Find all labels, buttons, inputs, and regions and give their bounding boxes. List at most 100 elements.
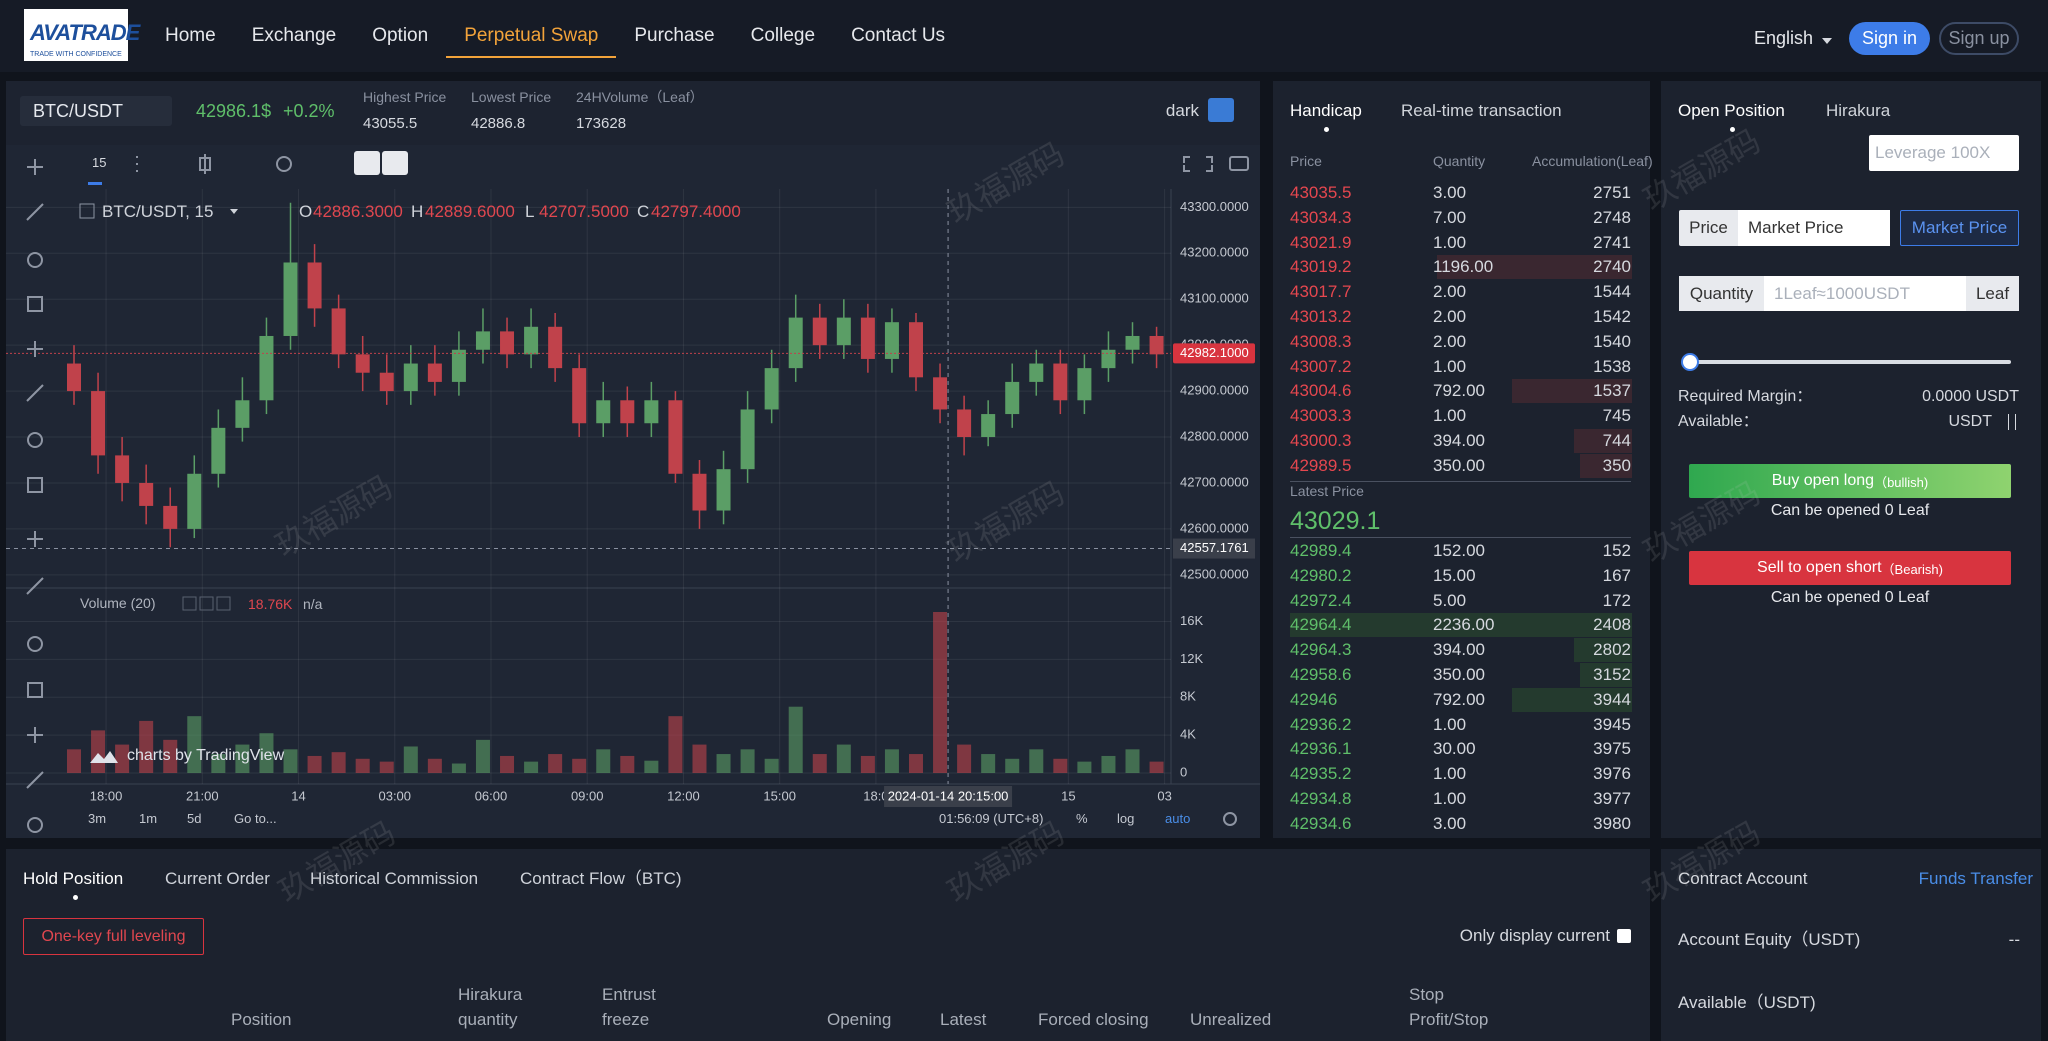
funds-transfer[interactable]: Funds Transfer <box>1918 869 2033 888</box>
leverage-input[interactable]: Leverage 100X <box>1869 135 2019 171</box>
crosshair-y-tag <box>1173 538 1255 559</box>
full-leveling-button[interactable]: One-key full leveling <box>23 918 204 955</box>
order-quantity: 1.00 <box>1433 764 1467 784</box>
nav-item[interactable]: Perpetual Swap <box>446 16 617 58</box>
tool-icon <box>26 203 44 221</box>
volume-bar <box>1005 758 1020 773</box>
x-tick-label: 03:00 <box>378 788 411 803</box>
logo-brand: AVATRADE <box>30 19 140 45</box>
candle-body <box>283 262 298 336</box>
buy-capacity: Can be opened 0 Leaf <box>1770 502 1930 519</box>
volume-bar <box>933 611 948 773</box>
tab[interactable]: Current Order <box>165 869 270 888</box>
nav-item[interactable]: Home <box>165 25 216 46</box>
tab[interactable]: Real-time transaction <box>1401 101 1562 120</box>
range-button[interactable]: 3m <box>88 811 107 826</box>
order-price: 43017.7 <box>1290 282 1352 302</box>
order-accumulation: 1542 <box>1593 307 1631 326</box>
tool-icon <box>26 384 44 402</box>
candle-body <box>740 409 755 470</box>
order-quantity: 1.00 <box>1433 232 1467 252</box>
tab[interactable]: Open Position <box>1678 101 1785 120</box>
candle-body <box>1005 381 1020 415</box>
candle-body <box>1077 368 1092 401</box>
candle-body <box>1029 363 1044 382</box>
quantity-unit: Leaf <box>1966 276 2019 311</box>
scale-option[interactable]: log <box>1117 811 1135 826</box>
nav-menu: Home Exchange Option Perpetual Swap Purchase… <box>147 16 963 58</box>
tab[interactable]: Hirakura <box>1826 101 1891 120</box>
depth-bar <box>1512 379 1632 404</box>
range-button[interactable]: 1m <box>139 811 158 826</box>
candle-body <box>1125 335 1140 350</box>
sell-note: （Bearish) <box>1881 561 1943 577</box>
column-header: quantity <box>458 1010 518 1029</box>
tab[interactable]: Hold Position <box>23 869 124 888</box>
tool-icon <box>27 159 43 175</box>
buy-button[interactable]: Buy open long （bullish) <box>1689 464 2011 498</box>
positions-panel <box>6 849 1650 1041</box>
volume-bar <box>211 754 226 773</box>
nav-item[interactable]: Option <box>372 25 429 46</box>
volume-bar <box>379 761 394 773</box>
candle-body <box>668 400 683 474</box>
candle-body <box>716 469 731 511</box>
slider-track[interactable] <box>1689 360 2011 364</box>
range-button[interactable]: 5d <box>187 811 202 826</box>
sign-in-button[interactable]: Sign in <box>1849 22 1930 55</box>
order-accumulation: 152 <box>1602 541 1631 560</box>
sign-up-button[interactable]: Sign up <box>1939 22 2019 55</box>
x-tick-label: 09:00 <box>571 788 604 803</box>
stat-label: 24HVolume（Leaf） <box>576 89 704 105</box>
nav-item[interactable]: Purchase <box>634 25 715 46</box>
last-price: 42986.1$ <box>196 100 272 121</box>
language[interactable]: English <box>1754 27 1814 48</box>
stat-value: 43055.5 <box>363 114 418 132</box>
tool-icon <box>27 432 43 448</box>
price-label: Price <box>1679 210 1738 246</box>
tab[interactable]: Handicap <box>1290 101 1362 120</box>
nav-item[interactable]: Exchange <box>251 25 337 46</box>
candle-body <box>67 363 81 392</box>
order-price: 42936.2 <box>1290 714 1352 734</box>
x-tick-label: 21:00 <box>186 788 219 803</box>
crosshair-y-label: 42557.1761 <box>1180 540 1249 555</box>
order-quantity: 152.00 <box>1433 541 1485 560</box>
scale-option[interactable]: auto <box>1165 811 1191 826</box>
interval[interactable]: 15 <box>92 155 107 170</box>
candle-body <box>524 326 539 355</box>
nav-item[interactable]: Contact Us <box>851 25 946 46</box>
quantity-label: Quantity <box>1679 276 1764 311</box>
volume-bar <box>812 754 827 773</box>
stat-label: Lowest Price <box>471 89 552 105</box>
chart-legend: BTC/USDT, 15 <box>102 202 214 221</box>
symbol[interactable]: BTC/USDT <box>33 100 123 121</box>
scale-option[interactable]: % <box>1076 811 1088 826</box>
tab[interactable]: Historical Commission <box>310 869 479 888</box>
order-quantity: 350.00 <box>1433 665 1485 684</box>
theme-toggle[interactable] <box>1208 98 1234 122</box>
tab[interactable]: Contract Flow（BTC) <box>520 869 682 888</box>
candle-body <box>1053 363 1068 401</box>
goto-button[interactable]: Go to... <box>234 811 277 826</box>
price-button[interactable]: Market Price <box>1900 210 2019 246</box>
candle-body <box>91 391 106 456</box>
volume-bar <box>163 739 178 773</box>
nav-item[interactable]: College <box>750 25 816 46</box>
crosshair-x-tag <box>884 786 1013 807</box>
order-accumulation: 1544 <box>1593 282 1631 302</box>
available-label: Available（USDT) <box>1678 993 1816 1012</box>
x-tick-label: 18:00 <box>90 788 123 803</box>
candle-body <box>331 308 346 355</box>
checkbox[interactable] <box>1617 929 1631 943</box>
slider-knob[interactable] <box>1681 353 1699 371</box>
buy-note: （bullish) <box>1874 474 1929 490</box>
price-input[interactable]: Market Price <box>1738 210 1890 246</box>
sell-button[interactable]: Sell to open short （Bearish) <box>1689 551 2011 585</box>
quantity-input[interactable]: 1Leaf≈1000USDT <box>1764 276 1966 311</box>
volume-bar <box>1053 758 1068 773</box>
order-quantity: 394.00 <box>1433 431 1485 450</box>
order-price: 42964.3 <box>1290 640 1352 660</box>
tool-icon <box>27 682 43 698</box>
caret <box>230 209 238 214</box>
